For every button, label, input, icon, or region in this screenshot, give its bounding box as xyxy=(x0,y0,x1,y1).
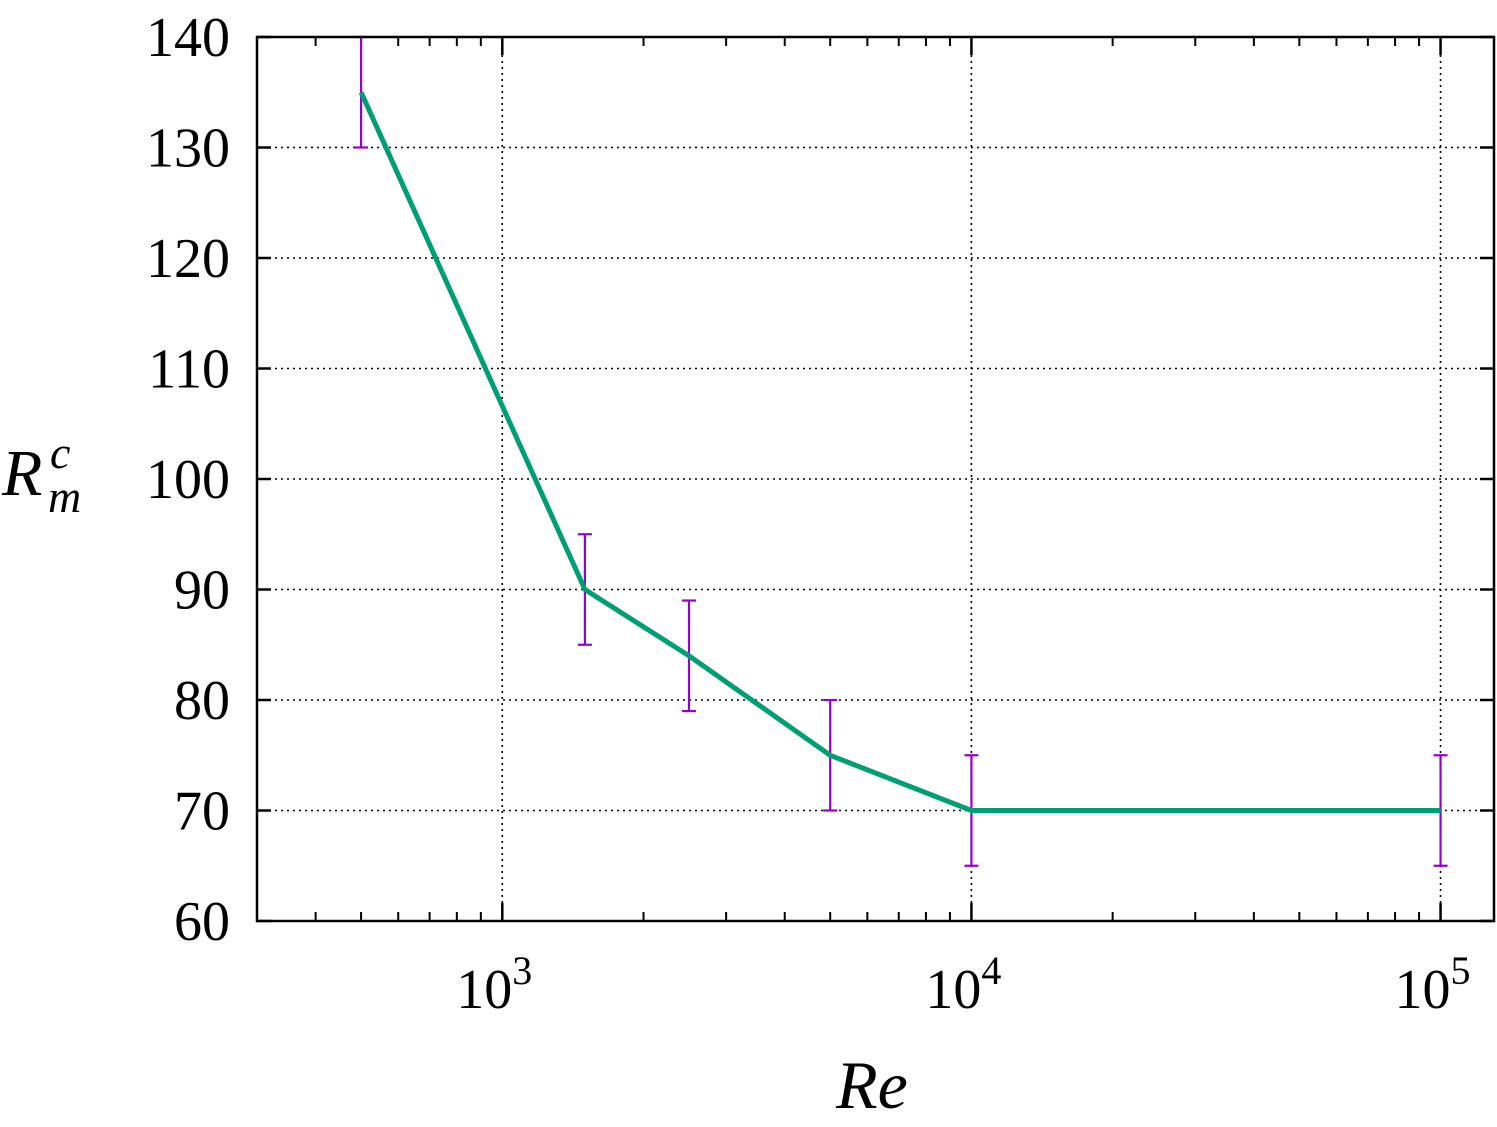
minor-ticks xyxy=(257,35,1494,923)
series-line-group xyxy=(358,91,1441,813)
x-tick-label: 105 xyxy=(1395,948,1471,1021)
y-axis-label-subscript: m xyxy=(48,471,81,522)
y-tick-label: 80 xyxy=(174,670,230,732)
y-tick-label: 70 xyxy=(174,781,230,843)
y-tick-label: 60 xyxy=(174,891,230,953)
y-axis-label: R c m xyxy=(1,410,87,522)
y-tick-label: 120 xyxy=(146,228,230,290)
y-tick-label: 90 xyxy=(174,560,230,622)
x-tick-labels: 103 104 105 xyxy=(456,948,1470,1021)
y-tick-label: 130 xyxy=(146,118,230,180)
y-tick-label: 100 xyxy=(146,449,230,511)
x-axis-label: Re xyxy=(835,1047,908,1123)
y-tick-labels: 60 70 80 90 100 110 120 130 140 xyxy=(146,7,230,953)
y-axis-label-superscript: c xyxy=(50,427,70,478)
error-bars xyxy=(354,35,1448,867)
y-tick-label: 110 xyxy=(148,339,230,401)
y-tick-label: 140 xyxy=(146,7,230,69)
y-axis-label-main: R xyxy=(1,437,42,510)
x-tick-label: 103 xyxy=(456,948,532,1021)
plot-frame xyxy=(255,35,1496,923)
series-line xyxy=(358,91,1441,813)
x-tick-label: 104 xyxy=(925,948,1001,1021)
grid-lines xyxy=(257,37,1494,921)
